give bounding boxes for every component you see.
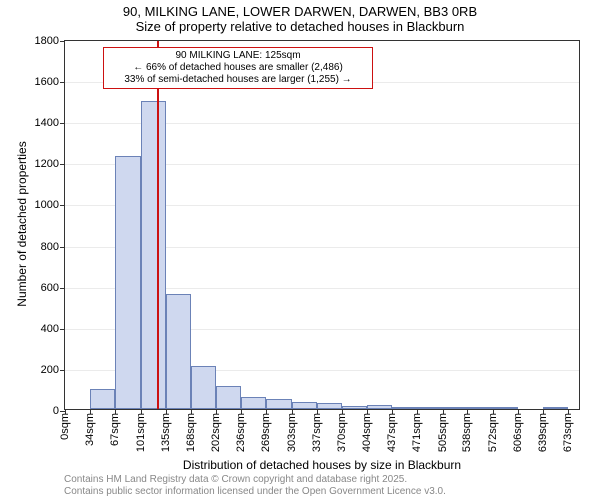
histogram-bar <box>241 397 266 409</box>
xtick-label: 269sqm <box>260 409 272 452</box>
xtick-label: 673sqm <box>562 409 574 452</box>
marker-line <box>157 41 159 409</box>
ytick-mark <box>60 288 65 289</box>
ytick-label: 1800 <box>35 35 59 47</box>
xtick-label: 337sqm <box>311 409 323 452</box>
y-axis-title: Number of detached properties <box>15 124 29 324</box>
ytick-mark <box>60 205 65 206</box>
xtick-label: 572sqm <box>487 409 499 452</box>
xtick-label: 236sqm <box>235 409 247 452</box>
ytick-label: 400 <box>41 323 59 335</box>
ytick-mark <box>60 41 65 42</box>
histogram-bar <box>216 386 241 409</box>
xtick-label: 168sqm <box>185 409 197 452</box>
copyright-block: Contains HM Land Registry data © Crown c… <box>64 474 446 498</box>
ytick-mark <box>60 370 65 371</box>
chart-title-line1: 90, MILKING LANE, LOWER DARWEN, DARWEN, … <box>0 4 600 19</box>
annotation-line3: 33% of semi-detached houses are larger (… <box>110 74 366 86</box>
copyright-line1: Contains HM Land Registry data © Crown c… <box>64 474 446 486</box>
ytick-mark <box>60 82 65 83</box>
xtick-label: 437sqm <box>386 409 398 452</box>
plot-area: 0200400600800100012001400160018000sqm34s… <box>64 40 580 410</box>
ytick-label: 600 <box>41 282 59 294</box>
chart-title-block: 90, MILKING LANE, LOWER DARWEN, DARWEN, … <box>0 4 600 34</box>
ytick-mark <box>60 247 65 248</box>
ytick-mark <box>60 123 65 124</box>
copyright-line2: Contains public sector information licen… <box>64 486 446 498</box>
xtick-label: 606sqm <box>512 409 524 452</box>
xtick-label: 370sqm <box>336 409 348 452</box>
xtick-label: 639sqm <box>537 409 549 452</box>
ytick-label: 200 <box>41 364 59 376</box>
xtick-label: 471sqm <box>411 409 423 452</box>
ytick-label: 800 <box>41 241 59 253</box>
ytick-label: 1200 <box>35 158 59 170</box>
histogram-bar <box>166 294 191 409</box>
xtick-label: 135sqm <box>160 409 172 452</box>
xtick-label: 202sqm <box>210 409 222 452</box>
ytick-label: 1600 <box>35 76 59 88</box>
histogram-bar <box>141 101 166 409</box>
ytick-mark <box>60 164 65 165</box>
annotation-box: 90 MILKING LANE: 125sqm← 66% of detached… <box>103 47 373 89</box>
ytick-label: 1000 <box>35 199 59 211</box>
xtick-label: 404sqm <box>361 409 373 452</box>
histogram-bar <box>90 389 115 409</box>
xtick-label: 67sqm <box>109 409 121 446</box>
chart-container: 90, MILKING LANE, LOWER DARWEN, DARWEN, … <box>0 0 600 500</box>
xtick-label: 34sqm <box>84 409 96 446</box>
histogram-bar <box>191 366 216 409</box>
xtick-label: 538sqm <box>461 409 473 452</box>
histogram-bar <box>115 156 140 409</box>
chart-title-line2: Size of property relative to detached ho… <box>0 19 600 34</box>
xtick-label: 505sqm <box>437 409 449 452</box>
x-axis-title: Distribution of detached houses by size … <box>64 458 580 472</box>
annotation-line2: ← 66% of detached houses are smaller (2,… <box>110 62 366 74</box>
ytick-label: 1400 <box>35 117 59 129</box>
xtick-label: 0sqm <box>59 409 71 440</box>
ytick-mark <box>60 329 65 330</box>
xtick-label: 101sqm <box>135 409 147 452</box>
histogram-bar <box>266 399 291 409</box>
xtick-label: 303sqm <box>286 409 298 452</box>
annotation-line1: 90 MILKING LANE: 125sqm <box>110 50 366 62</box>
